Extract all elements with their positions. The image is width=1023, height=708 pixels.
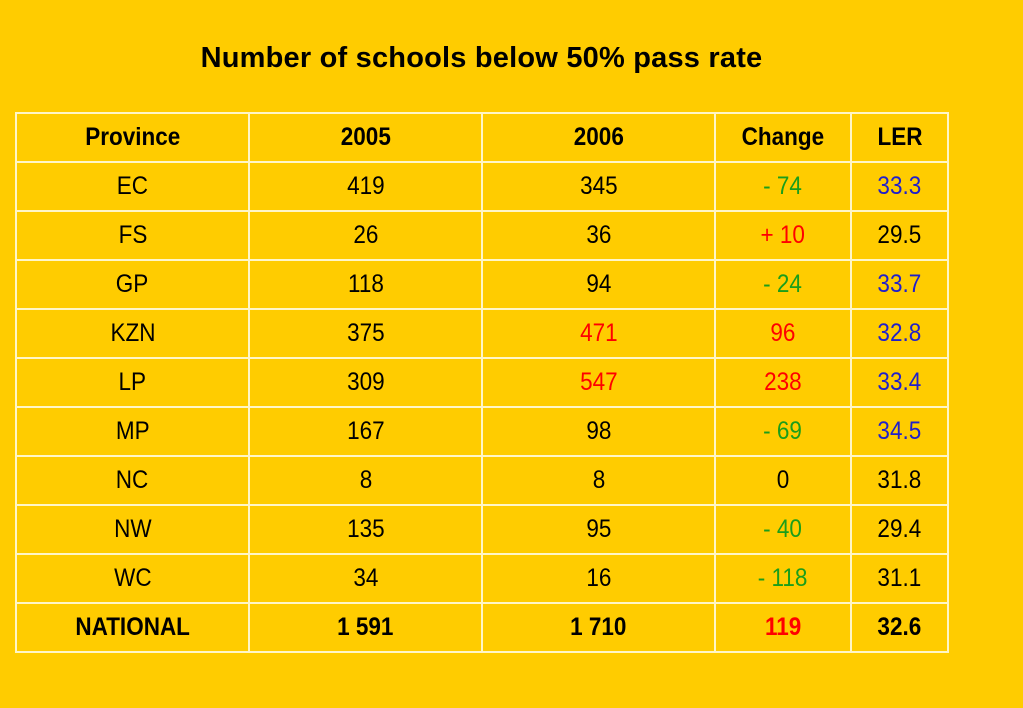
header-ler: LER [850,112,949,163]
ler-cell: 31.8 [850,455,949,506]
table-row: NW 135 95- 40 29.4 [15,504,949,555]
total-2005: 1 591 [248,602,483,653]
table-row: FS 26 36 + 10 29.5 [15,210,949,261]
change-cell: - 118 [714,553,852,604]
value-2005-cell: 167 [248,406,483,457]
value-2006-cell: 98 [481,406,716,457]
change-cell: 238 [714,357,852,408]
table-row: WC 34 16- 118 31.1 [15,553,949,604]
value-2005-cell: 135 [248,504,483,555]
change-cell: - 74 [714,161,852,212]
value-2005-cell: 309 [248,357,483,408]
page-title: Number of schools below 50% pass rate [200,42,763,74]
table-row: KZN 375 471 96 32.8 [15,308,949,359]
value-2006-cell: 547 [481,357,716,408]
value-2006-cell: 345 [481,161,716,212]
change-cell: - 24 [714,259,852,310]
value-2006-cell: 471 [481,308,716,359]
province-cell: LP [15,357,250,408]
schools-table: Province 2005 2006 Change LER EC 419 345- … [15,112,949,653]
province-cell: KZN [15,308,250,359]
value-2006-cell: 8 [481,455,716,506]
value-2006-cell: 16 [481,553,716,604]
total-ler: 32.6 [850,602,949,653]
change-cell: - 69 [714,406,852,457]
value-2006-cell: 94 [481,259,716,310]
province-cell: WC [15,553,250,604]
value-2006-cell: 95 [481,504,716,555]
value-2006-cell: 36 [481,210,716,261]
national-total-row: NATIONAL 1 591 1 710 119 32.6 [15,602,949,653]
province-cell: NC [15,455,250,506]
ler-cell: 32.8 [850,308,949,359]
total-change: 119 [714,602,852,653]
header-province: Province [15,112,250,163]
province-cell: NW [15,504,250,555]
total-2006: 1 710 [481,602,716,653]
ler-cell: 33.3 [850,161,949,212]
change-cell: - 40 [714,504,852,555]
province-cell: MP [15,406,250,457]
value-2005-cell: 375 [248,308,483,359]
ler-cell: 29.4 [850,504,949,555]
value-2005-cell: 419 [248,161,483,212]
header-change: Change [714,112,852,163]
total-province: NATIONAL [15,602,250,653]
table-row: LP 309 547 238 33.4 [15,357,949,408]
header-2005: 2005 [248,112,483,163]
ler-cell: 31.1 [850,553,949,604]
table-row: EC 419 345- 74 33.3 [15,161,949,212]
header-2006: 2006 [481,112,716,163]
change-cell: 0 [714,455,852,506]
change-cell: 96 [714,308,852,359]
table-row: NC 8 8 0 31.8 [15,455,949,506]
table-row: GP 118 94- 24 33.7 [15,259,949,310]
province-cell: GP [15,259,250,310]
province-cell: FS [15,210,250,261]
ler-cell: 33.4 [850,357,949,408]
ler-cell: 34.5 [850,406,949,457]
value-2005-cell: 26 [248,210,483,261]
header-row: Province 2005 2006 Change LER [15,112,949,163]
province-cell: EC [15,161,250,212]
change-cell: + 10 [714,210,852,261]
table-row: MP 167 98- 69 34.5 [15,406,949,457]
ler-cell: 29.5 [850,210,949,261]
ler-cell: 33.7 [850,259,949,310]
value-2005-cell: 34 [248,553,483,604]
value-2005-cell: 8 [248,455,483,506]
value-2005-cell: 118 [248,259,483,310]
